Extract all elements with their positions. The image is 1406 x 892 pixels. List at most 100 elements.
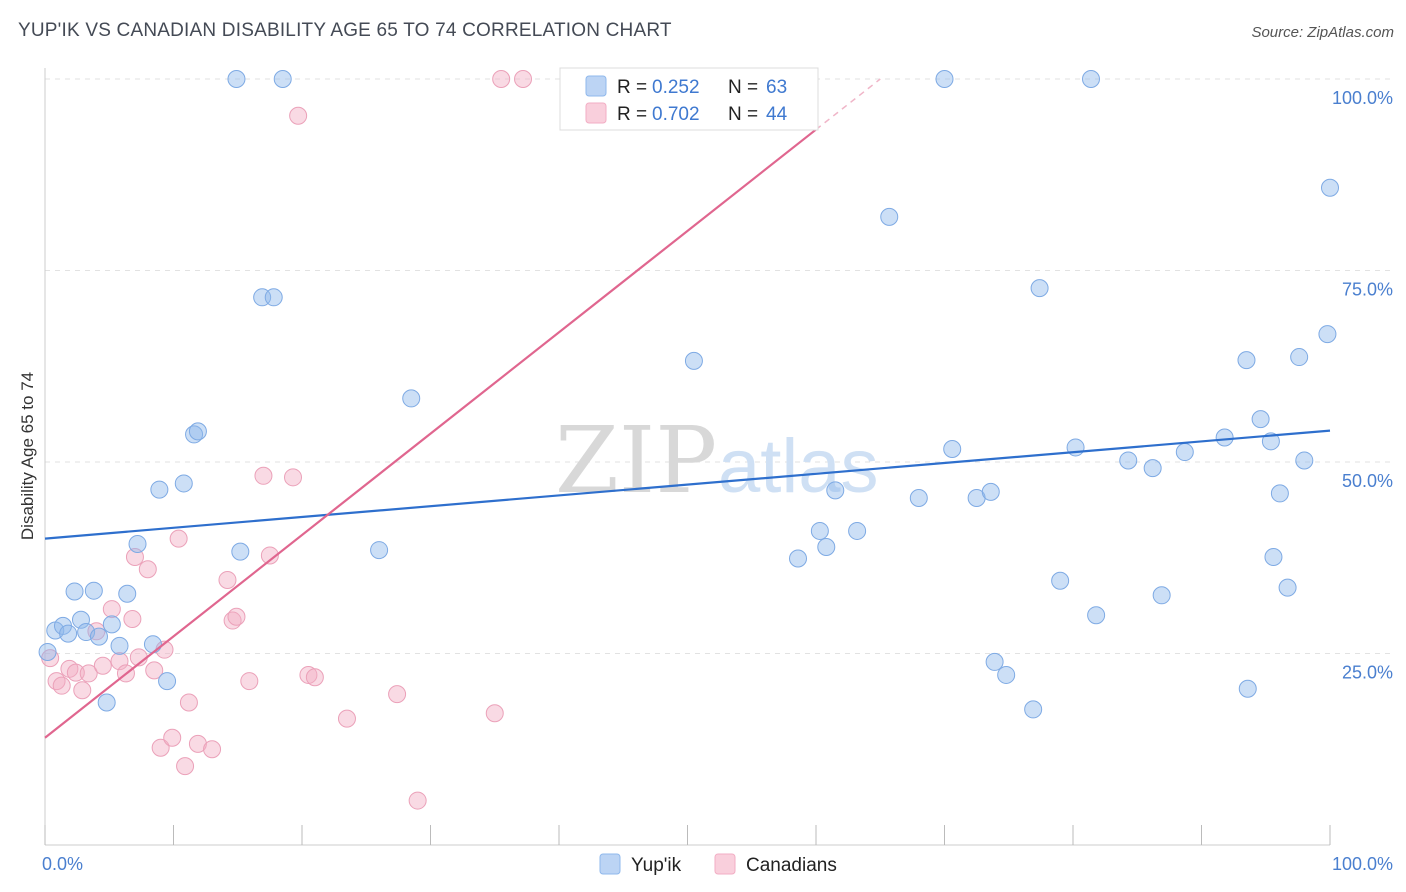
yupik-point-28 — [789, 549, 808, 568]
yupik-point-35 — [935, 70, 954, 88]
yupik-point-20 — [227, 70, 246, 88]
yupik-point-0 — [38, 642, 57, 661]
canadians-point-31 — [284, 468, 303, 487]
source-label: Source: ZipAtlas.com — [1251, 24, 1394, 41]
yupik-point-47 — [1119, 451, 1138, 470]
canadians-point-2 — [52, 676, 71, 695]
yupik-point-39 — [985, 652, 1004, 671]
yupik-point-51 — [1215, 428, 1234, 447]
axes — [44, 68, 1331, 846]
canadians-point-32 — [289, 106, 308, 125]
yupik-point-42 — [1030, 279, 1049, 298]
yupik-point-15 — [150, 480, 169, 499]
x-tick-label-0: 0.0% — [42, 854, 83, 874]
canadians-point-4 — [66, 663, 85, 682]
canadians-point-39 — [492, 70, 511, 88]
yupik-point-12 — [118, 584, 137, 603]
yupik-point-30 — [817, 538, 836, 557]
canadians-point-19 — [163, 728, 182, 747]
series-legend: Yup'ik Canadians — [599, 853, 837, 876]
canadians-point-25 — [218, 570, 237, 589]
yupik-point-11 — [110, 636, 129, 655]
canadians-point-15 — [138, 560, 157, 579]
canadians-point-16 — [145, 661, 164, 680]
series-legend-label-yupik: Yup'ik — [631, 855, 682, 876]
yupik-point-59 — [1290, 348, 1309, 367]
yupik-point-32 — [848, 521, 867, 540]
legend-n-value-canadians: 44 — [766, 104, 788, 125]
watermark-zip: ZIP — [555, 407, 717, 514]
legend-r-value-yupik: 0.252 — [652, 77, 700, 98]
yupik-point-19 — [188, 422, 207, 441]
yupik-trend-line — [44, 429, 1331, 540]
series-legend-label-canadians: Canadians — [746, 855, 837, 876]
legend-r-value-canadians: 0.702 — [652, 104, 700, 125]
yupik-point-38 — [981, 482, 1000, 501]
yupik-point-43 — [1051, 571, 1070, 590]
series-legend-swatch-canadians — [714, 853, 736, 875]
legend-n-value-yupik: 63 — [766, 77, 787, 98]
grid-lines — [45, 78, 1395, 654]
yupik-point-23 — [264, 288, 283, 307]
canadians-point-20 — [169, 529, 188, 548]
yupik-point-25 — [370, 541, 389, 560]
yupik-point-48 — [1143, 459, 1162, 478]
canadians-point-12 — [123, 610, 142, 629]
canadians-point-36 — [388, 685, 407, 704]
yupik-point-46 — [1087, 606, 1106, 625]
watermark: ZIP atlas — [555, 407, 879, 514]
yupik-point-8 — [89, 627, 108, 646]
series-legend-swatch-yupik — [599, 853, 621, 875]
yupik-point-61 — [1318, 325, 1337, 344]
canadians-point-24 — [203, 740, 222, 759]
yupik-point-49 — [1152, 586, 1171, 605]
canadians-point-28 — [240, 672, 259, 691]
y-tick-label-3: 100.0% — [1332, 88, 1393, 108]
canadians-point-40 — [514, 70, 533, 88]
canadians-point-37 — [408, 791, 427, 810]
legend-r-label-canadians: R = — [617, 104, 647, 125]
yupik-point-55 — [1261, 432, 1280, 451]
legend-n-label-yupik: N = — [728, 77, 758, 98]
yupik-point-16 — [158, 672, 177, 691]
yupik-point-13 — [128, 534, 147, 553]
correlation-legend: R = 0.252 N = 63 R = 0.702 N = 44 — [559, 67, 819, 131]
canadians-point-21 — [176, 757, 195, 776]
canadians-point-27 — [227, 607, 246, 626]
canadians-trend-line — [44, 128, 817, 739]
yupik-point-34 — [909, 489, 928, 508]
trend-lines — [44, 78, 1331, 739]
tick-labels: 25.0% 50.0% 75.0% 100.0% 0.0% 100.0% — [42, 88, 1393, 874]
y-tick-label-2: 75.0% — [1342, 280, 1393, 300]
yupik-point-57 — [1270, 484, 1289, 503]
canadians-point-38 — [485, 704, 504, 723]
legend-swatch-canadians — [585, 102, 607, 124]
yupik-point-33 — [880, 207, 899, 226]
legend-swatch-yupik — [585, 75, 607, 97]
y-tick-label-1: 50.0% — [1342, 471, 1393, 491]
canadians-point-17 — [151, 738, 170, 757]
yupik-point-9 — [97, 693, 116, 712]
yupik-points — [38, 70, 1339, 719]
yupik-point-60 — [1295, 451, 1314, 470]
canadians-point-35 — [337, 709, 356, 728]
yupik-point-21 — [231, 542, 250, 561]
yupik-point-52 — [1237, 351, 1256, 370]
canadians-point-9 — [102, 600, 121, 619]
canadians-point-7 — [87, 622, 106, 641]
yupik-point-50 — [1175, 443, 1194, 462]
canadians-point-34 — [305, 668, 324, 687]
yupik-point-26 — [402, 389, 421, 408]
yupik-point-10 — [102, 615, 121, 634]
yupik-point-41 — [1024, 700, 1043, 719]
canadians-trend-extension — [815, 78, 881, 131]
yupik-point-4 — [65, 582, 84, 601]
watermark-atlas: atlas — [718, 424, 879, 509]
yupik-point-7 — [84, 581, 103, 600]
yupik-point-40 — [997, 665, 1016, 684]
yupik-point-62 — [1321, 178, 1339, 197]
yupik-point-24 — [273, 70, 292, 88]
canadians-point-30 — [260, 546, 279, 565]
yupik-point-14 — [143, 635, 162, 654]
